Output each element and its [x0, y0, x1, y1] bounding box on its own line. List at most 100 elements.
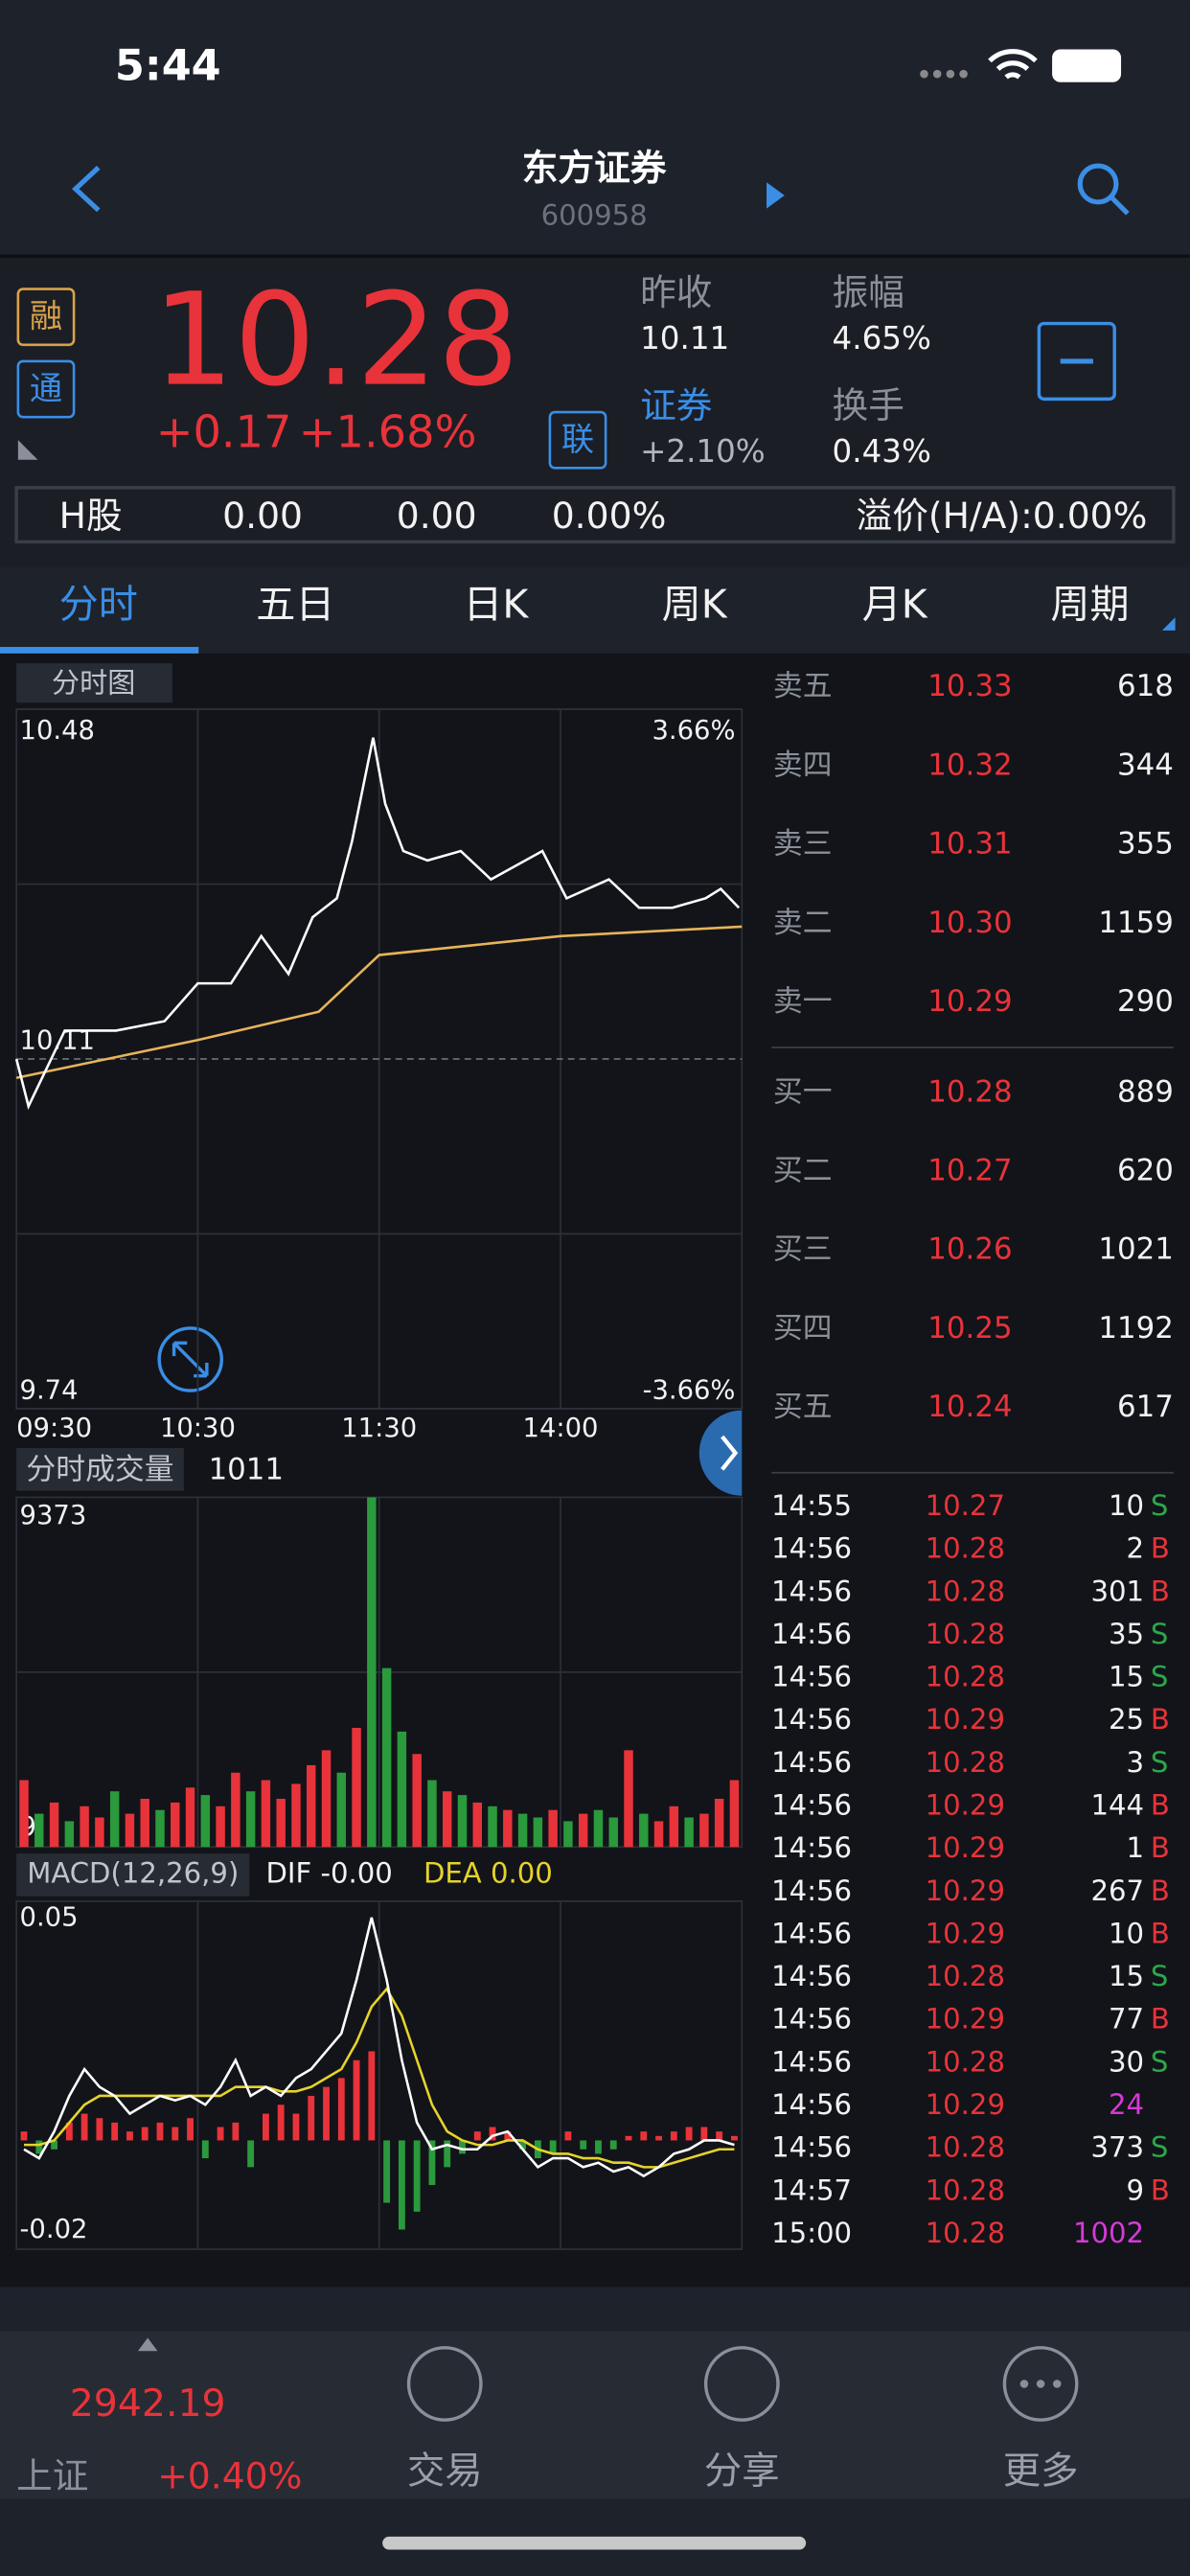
tab[interactable]: 周K — [662, 581, 728, 627]
dea-label: DEA 0.00 — [423, 1857, 553, 1890]
trade-volume: 15 — [1109, 1960, 1144, 1992]
trade-side: B — [1151, 1575, 1170, 1607]
trade-volume: 9 — [1127, 2174, 1145, 2206]
tab[interactable]: 分时 — [59, 581, 138, 627]
book-label: 卖四 — [773, 748, 833, 782]
tab-bar — [0, 566, 1190, 654]
trade-time: 14:56 — [771, 1831, 852, 1864]
trade-price: 10.27 — [926, 1489, 1005, 1522]
macd-bar — [625, 2135, 632, 2141]
volume-bar — [336, 1772, 347, 1848]
stat-value: 0.43% — [833, 433, 931, 470]
tab[interactable]: 月K — [862, 581, 928, 627]
book-label: 卖二 — [773, 906, 833, 940]
stat-label: 昨收 — [640, 271, 712, 313]
trade-volume: 24 — [1109, 2088, 1144, 2121]
volume-bar — [171, 1802, 180, 1848]
volume-bar — [381, 1668, 392, 1848]
trade-price: 10.28 — [926, 2217, 1005, 2249]
stock-code: 600958 — [541, 198, 648, 231]
y-tick-label: 9373 — [20, 1501, 87, 1530]
tab[interactable]: 日K — [463, 581, 529, 627]
trade-price: 10.28 — [926, 1746, 1005, 1779]
stat-value: +2.10% — [640, 433, 766, 470]
h-share-item: 0.00 — [397, 494, 477, 537]
trade-icon[interactable] — [406, 2346, 483, 2422]
pct-label: -3.66% — [643, 1376, 736, 1406]
nav-item[interactable]: 交易 — [407, 2449, 483, 2493]
macd-bar — [368, 2051, 376, 2141]
nav-item[interactable]: 更多 — [1003, 2449, 1079, 2493]
expand-marker — [17, 440, 38, 460]
stat-label: 振幅 — [833, 271, 904, 313]
more-icon[interactable] — [1002, 2346, 1079, 2422]
book-volume: 1021 — [1098, 1232, 1173, 1267]
book-price: 10.29 — [927, 984, 1012, 1019]
nav-item[interactable]: 分享 — [704, 2449, 780, 2493]
macd-bar — [398, 2140, 405, 2230]
volume-bar — [593, 1809, 604, 1848]
signal — [920, 69, 968, 79]
volume-bar — [155, 1809, 165, 1848]
macd-bar — [126, 2131, 133, 2141]
trade-price: 10.28 — [926, 2045, 1005, 2078]
y-tick-label: 0.05 — [20, 1902, 79, 1932]
trade-time: 14:56 — [771, 1788, 852, 1821]
trade-time: 14:56 — [771, 1618, 852, 1650]
index-change: +0.40% — [157, 2454, 302, 2496]
collapse-button[interactable] — [1037, 321, 1116, 402]
trade-price: 10.29 — [926, 2003, 1005, 2036]
badge: 联 — [561, 421, 594, 459]
trade-side: S — [1151, 1746, 1168, 1779]
trade-volume: 2 — [1127, 1532, 1145, 1565]
trade-price: 10.29 — [926, 1917, 1005, 1949]
trade-time: 14:56 — [771, 1575, 852, 1607]
trade-side: S — [1151, 1661, 1168, 1693]
h-share-item: 0.00 — [222, 494, 303, 537]
macd-bar — [35, 2140, 43, 2154]
macd-bar — [504, 2131, 512, 2141]
volume-bar — [699, 1813, 709, 1848]
macd-bar — [413, 2140, 421, 2212]
label-box — [16, 663, 172, 703]
trade-volume: 15 — [1109, 1661, 1144, 1693]
volume-bar — [578, 1813, 588, 1848]
chart-label: 分时图 — [52, 667, 135, 700]
label-box — [16, 1853, 250, 1897]
volume-bar — [729, 1780, 740, 1848]
trade-price: 10.28 — [926, 1960, 1005, 1992]
trade-volume: 10 — [1109, 1917, 1144, 1949]
volume-bar — [533, 1817, 543, 1848]
trade-time: 14:55 — [771, 1489, 852, 1522]
macd-bar — [51, 2140, 57, 2150]
volume-bar — [412, 1754, 422, 1848]
trade-price: 10.29 — [926, 1874, 1005, 1907]
trade-side: B — [1151, 1831, 1170, 1864]
trade-price: 10.29 — [926, 2088, 1005, 2121]
tab[interactable]: 五日 — [256, 581, 334, 627]
volume-bar — [200, 1795, 211, 1848]
back-button[interactable] — [72, 165, 101, 213]
trade-volume: 301 — [1090, 1575, 1144, 1607]
volume-bar — [125, 1813, 135, 1848]
book-volume: 344 — [1117, 748, 1174, 782]
trade-side: S — [1151, 2131, 1168, 2164]
home-indicator — [382, 2536, 807, 2550]
volume-bar — [684, 1817, 694, 1848]
book-price: 10.25 — [927, 1311, 1012, 1346]
expand-panel[interactable] — [698, 1410, 743, 1496]
tab[interactable]: 周期 — [1050, 581, 1129, 627]
volume-bar — [307, 1764, 316, 1848]
next-stock[interactable] — [767, 182, 785, 209]
book-volume: 1159 — [1098, 906, 1173, 940]
search-button[interactable] — [1077, 163, 1130, 216]
trade-volume: 267 — [1090, 1874, 1144, 1907]
trade-volume: 3 — [1127, 1746, 1145, 1779]
zoom-button[interactable] — [157, 1326, 223, 1392]
trade-price: 10.29 — [926, 1703, 1005, 1736]
stat-label: 证券 — [640, 384, 712, 426]
share-icon[interactable] — [703, 2346, 780, 2422]
volume-bar — [109, 1791, 120, 1848]
macd-bar — [80, 2113, 88, 2141]
volume-bar — [548, 1809, 558, 1848]
